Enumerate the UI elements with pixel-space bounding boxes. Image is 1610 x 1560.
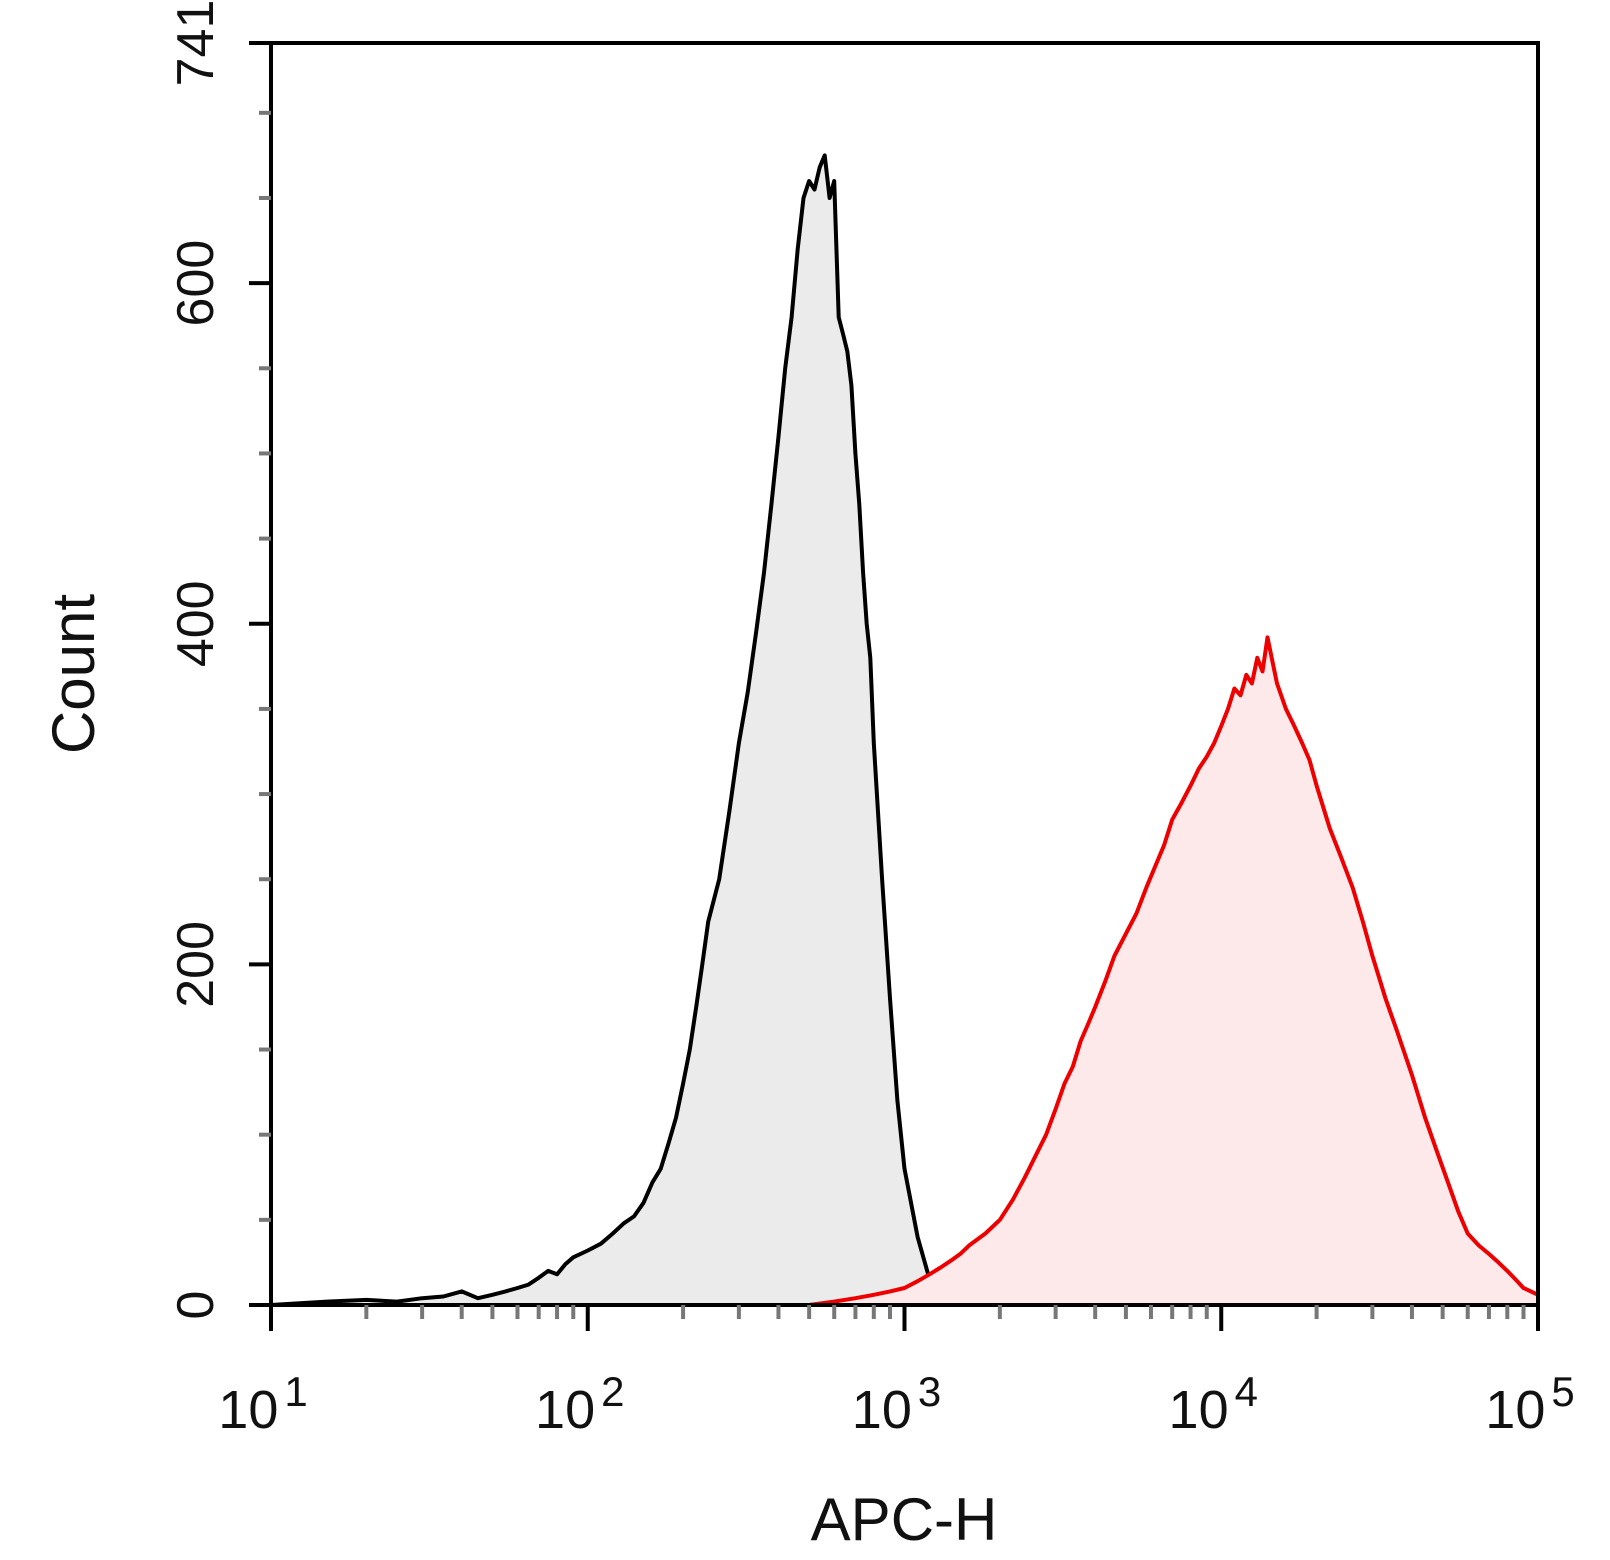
x-tick-base: 10 xyxy=(852,1380,912,1440)
y-tick-label: 400 xyxy=(167,580,225,667)
x-tick-exponent: 3 xyxy=(918,1368,941,1415)
x-tick-label: 10 1 xyxy=(218,1368,307,1440)
x-tick-exponent: 5 xyxy=(1551,1368,1574,1415)
y-axis-title: Count xyxy=(40,594,107,754)
x-tick-base: 10 xyxy=(218,1380,278,1440)
x-tick-label: 10 2 xyxy=(535,1368,624,1440)
x-tick-label: 10 5 xyxy=(1485,1368,1574,1440)
y-tick-label: 0 xyxy=(167,1291,225,1320)
x-tick-label: 10 4 xyxy=(1169,1368,1258,1440)
series-layer xyxy=(270,153,1539,1307)
ticks-layer xyxy=(249,41,1540,1331)
series-control-line xyxy=(270,153,1222,1307)
x-tick-base: 10 xyxy=(535,1380,595,1440)
series-control-fill xyxy=(271,155,1222,1305)
x-tick-exponent: 4 xyxy=(1235,1368,1258,1415)
y-tick-label: 200 xyxy=(167,921,225,1008)
x-tick-base: 10 xyxy=(1169,1380,1229,1440)
x-axis-title: APC-H xyxy=(811,1486,998,1553)
x-tick-exponent: 1 xyxy=(284,1368,307,1415)
x-tick-label: 10 3 xyxy=(852,1368,941,1440)
x-tick-base: 10 xyxy=(1485,1380,1545,1440)
series-sample-fill xyxy=(809,637,1538,1305)
y-tick-label: 600 xyxy=(167,240,225,327)
y-tick-label: 741 xyxy=(167,0,225,86)
series-sample-line xyxy=(808,635,1539,1307)
x-tick-exponent: 2 xyxy=(601,1368,624,1415)
